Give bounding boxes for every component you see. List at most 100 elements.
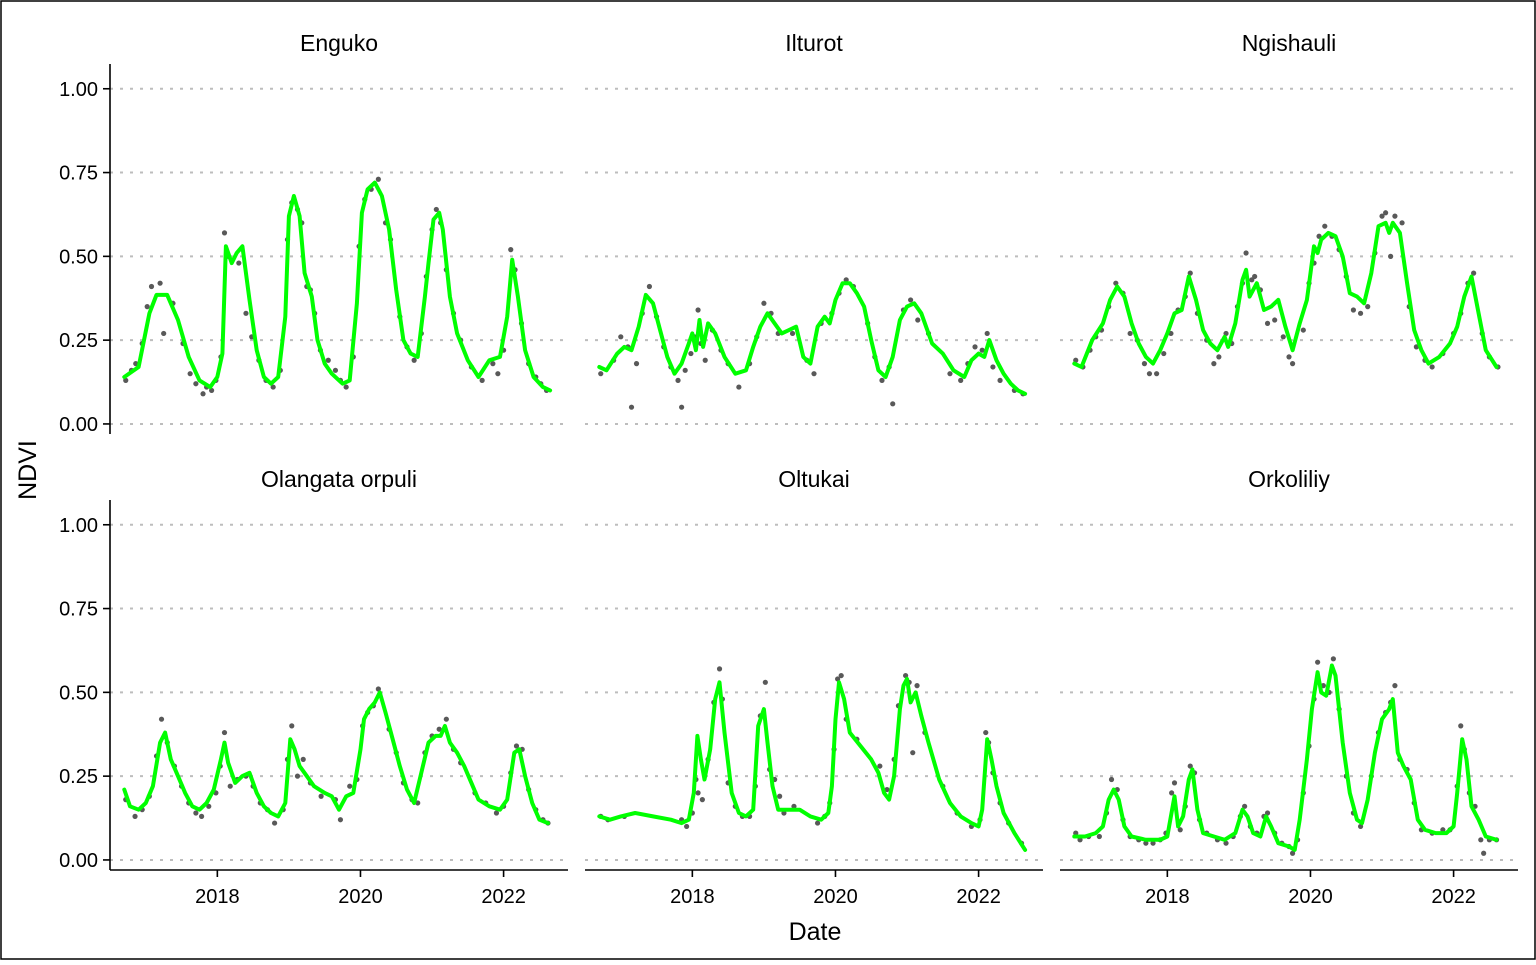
y-tick-label: 0.00	[59, 414, 98, 436]
data-point	[1392, 213, 1398, 219]
data-point	[132, 813, 138, 819]
data-point	[979, 347, 985, 353]
data-point	[1350, 307, 1357, 313]
y-tick-label: 0.75	[59, 163, 98, 185]
x-tick-label: 2018	[195, 886, 240, 908]
data-point	[236, 260, 242, 266]
data-point	[695, 790, 701, 796]
x-tick-label: 2018	[1145, 886, 1190, 908]
x-tick-label: 2018	[670, 886, 715, 908]
data-point	[1150, 840, 1156, 846]
x-tick-label: 2020	[813, 886, 858, 908]
data-point	[1322, 223, 1328, 229]
data-point	[1316, 233, 1322, 239]
data-point	[1187, 763, 1193, 769]
data-point	[343, 384, 349, 390]
data-point	[1315, 659, 1321, 665]
data-point	[1242, 803, 1248, 809]
x-tick-label: 2022	[1431, 886, 1476, 908]
data-point	[1146, 371, 1153, 377]
data-point	[1365, 304, 1371, 310]
y-tick-label: 0.50	[59, 246, 98, 268]
data-point	[983, 729, 989, 736]
data-point	[158, 716, 165, 722]
data-point	[1272, 317, 1278, 323]
smoothed-ndvi-line	[597, 676, 1028, 852]
smoothed-ndvi-line	[122, 690, 550, 826]
data-point	[838, 672, 844, 679]
data-point	[1458, 723, 1464, 729]
data-point	[513, 743, 520, 749]
data-point	[206, 803, 212, 809]
smoothed-ndvi-line	[597, 281, 1028, 396]
smoothed-ndvi-line	[1072, 220, 1499, 369]
data-point	[618, 334, 624, 340]
data-point	[908, 297, 914, 303]
data-point	[337, 817, 344, 823]
data-point	[675, 377, 681, 383]
data-point	[1357, 310, 1364, 316]
data-point	[1161, 350, 1167, 357]
data-point	[289, 723, 295, 729]
data-point	[1481, 850, 1487, 856]
data-point	[1171, 780, 1178, 786]
data-point	[1388, 253, 1394, 259]
data-point	[1264, 320, 1271, 326]
data-point	[947, 371, 953, 377]
data-point	[695, 307, 701, 313]
data-point	[791, 803, 797, 809]
data-point	[890, 401, 896, 407]
data-point	[1127, 330, 1133, 337]
data-point	[990, 364, 996, 370]
data-point	[777, 793, 783, 799]
data-point	[493, 810, 500, 816]
data-point	[300, 756, 306, 762]
data-point	[436, 726, 442, 732]
y-tick-label: 1.00	[59, 515, 98, 537]
y-tick-label: 0.25	[59, 766, 98, 788]
data-point	[221, 230, 228, 236]
data-point	[1392, 683, 1398, 689]
data-point	[495, 371, 501, 377]
smoothed-ndvi-line	[122, 180, 553, 393]
data-point	[1154, 371, 1160, 377]
y-axis-title: NDVI	[14, 440, 42, 500]
data-point	[1286, 354, 1292, 360]
data-point	[633, 361, 640, 367]
data-point	[736, 384, 742, 390]
data-point	[761, 300, 767, 306]
data-point	[684, 823, 690, 830]
data-point	[193, 810, 199, 816]
data-point	[915, 317, 921, 323]
data-point	[814, 820, 821, 826]
data-point	[1478, 837, 1484, 843]
data-point	[1357, 823, 1364, 830]
data-point	[1330, 656, 1336, 662]
facet-panel-4: Olangata orpuli 0.00 0.25 0.50 0.75 1.00 2018 2…	[59, 466, 568, 908]
data-point	[1143, 840, 1149, 846]
facet-panel-5: Oltukai 2018 2020 2022	[585, 466, 1043, 908]
data-point	[877, 763, 883, 769]
data-point	[347, 783, 353, 789]
facet-title: Ilturot	[785, 30, 843, 56]
data-point	[781, 810, 787, 816]
data-point	[972, 344, 978, 350]
data-point	[443, 716, 449, 722]
data-point	[679, 404, 685, 410]
y-tick-label: 0.75	[59, 599, 98, 621]
data-point	[199, 813, 205, 819]
x-axis-title: Date	[789, 918, 842, 946]
data-point	[411, 357, 417, 363]
data-point	[1216, 354, 1222, 360]
data-point	[688, 350, 694, 357]
data-point	[1187, 270, 1193, 276]
data-point	[843, 277, 849, 283]
data-point	[1169, 790, 1175, 796]
data-point	[958, 377, 964, 383]
data-point	[157, 280, 163, 286]
facet-title: Orkoliliy	[1248, 466, 1330, 492]
x-tick-label: 2022	[956, 886, 1001, 908]
data-point	[187, 371, 193, 377]
